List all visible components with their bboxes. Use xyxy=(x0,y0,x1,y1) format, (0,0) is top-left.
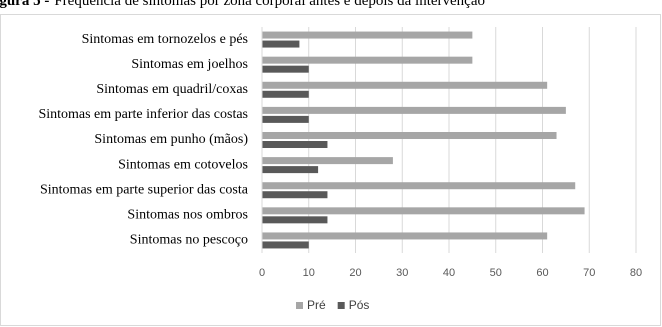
x-tick-label: 50 xyxy=(490,267,502,279)
x-tick-label: 60 xyxy=(536,267,548,279)
bar xyxy=(262,191,328,199)
x-tick-label: 30 xyxy=(396,267,408,279)
bar xyxy=(262,216,328,224)
bar xyxy=(262,81,548,89)
y-tick-label: Sintomas em tornozelos e pés xyxy=(82,32,248,47)
x-tick-label: 70 xyxy=(583,267,595,279)
bar xyxy=(262,241,309,249)
legend-swatch xyxy=(337,302,345,309)
bar xyxy=(262,232,548,240)
title-text: Frequência de sintomas por zona corporal… xyxy=(54,0,485,9)
bar xyxy=(262,132,557,139)
y-tick-label: Sintomas no pescoço xyxy=(130,233,248,248)
legend-swatch xyxy=(296,302,303,309)
bar xyxy=(262,166,319,174)
bar xyxy=(262,40,300,48)
chart-title: Figura 5 - Frequência de sintomas por zon… xyxy=(0,0,485,9)
y-tick-label: Sintomas em quadril/coxas xyxy=(96,82,248,97)
y-tick-label: Sintomas em punho (mãos) xyxy=(94,132,248,147)
bar xyxy=(262,182,576,190)
bar xyxy=(262,56,473,64)
title-prefix: Figura 5 - xyxy=(0,0,49,9)
legend-label: Pré xyxy=(307,298,326,312)
x-tick-label: 0 xyxy=(259,267,265,279)
bar xyxy=(262,207,585,215)
y-tick-label: Sintomas em joelhos xyxy=(131,57,248,72)
x-tick-label: 10 xyxy=(303,267,315,279)
bar xyxy=(262,31,473,39)
bar xyxy=(262,90,309,98)
chart-border xyxy=(0,14,661,326)
bar xyxy=(262,106,566,114)
y-tick-label: Sintomas em cotovelos xyxy=(118,157,248,172)
bar xyxy=(262,141,328,148)
bar xyxy=(262,157,393,165)
y-tick-label: Sintomas em parte inferior das costas xyxy=(38,107,248,122)
bar xyxy=(262,65,309,73)
x-tick-label: 80 xyxy=(630,267,642,279)
legend-label: Pós xyxy=(349,298,370,312)
x-tick-label: 40 xyxy=(443,267,455,279)
y-tick-label: Sintomas nos ombros xyxy=(127,208,248,223)
y-tick-label: Sintomas em parte superior das costa xyxy=(40,182,249,197)
x-tick-label: 20 xyxy=(349,267,361,279)
bar xyxy=(262,115,309,123)
